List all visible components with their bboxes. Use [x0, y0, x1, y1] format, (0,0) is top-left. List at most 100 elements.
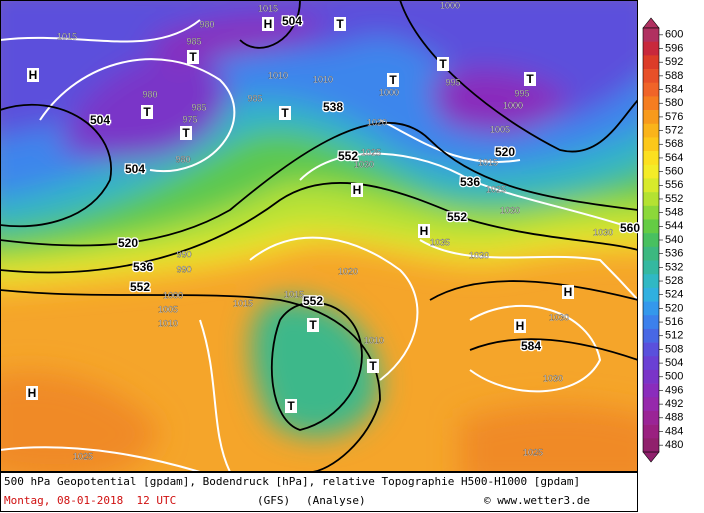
geopotential-label: 584 — [521, 339, 541, 353]
colorbar-label: 504 — [665, 357, 683, 369]
colorbar-swatch — [643, 397, 659, 412]
colorbar-label: 488 — [665, 412, 683, 424]
isobar-label: 1015 — [233, 298, 253, 308]
geopotential-label: 520 — [118, 236, 138, 250]
marker-box — [307, 318, 319, 332]
geopotential-label: 552 — [447, 210, 467, 224]
colorbar-swatch — [643, 96, 659, 111]
pressure-center: T — [389, 73, 397, 87]
footer-description: 500 hPa Geopotential [gpdam], Bodendruck… — [4, 475, 581, 488]
pressure-center: H — [353, 183, 362, 197]
colorbar-swatch — [643, 151, 659, 166]
colorbar-label: 556 — [665, 179, 683, 191]
isobar-label: 1030 — [593, 227, 613, 237]
marker-box — [26, 386, 38, 400]
isobar-label: 1015 — [478, 157, 498, 167]
colorbar-swatch — [643, 123, 659, 138]
colorbar-label: 544 — [665, 220, 683, 232]
isobar-label: 1000 — [440, 0, 460, 10]
colorbar-swatch — [643, 82, 659, 97]
isobar-label: 1030 — [549, 312, 569, 322]
isobar-label: 1010 — [364, 335, 384, 345]
isobar-label: 1000 — [163, 290, 183, 300]
colorbar-swatch — [643, 438, 659, 453]
map-frame — [0, 0, 638, 472]
isobar-label: 985 — [186, 36, 201, 46]
map-labels: 504 504 504 520 536 552 538 552 536 552 520 552 584 5… — [26, 0, 642, 462]
pressure-center: T — [526, 72, 534, 86]
marker-box — [180, 126, 192, 140]
marker-box — [514, 319, 526, 333]
isobar-label: 1005 — [490, 124, 510, 134]
colorbar-swatch — [643, 369, 659, 384]
colorbar-label: 540 — [665, 234, 683, 246]
geopotential-label: 538 — [323, 100, 343, 114]
colorbar-swatch — [643, 274, 659, 289]
footer-model: (GFS) — [257, 494, 291, 507]
colorbar-swatch — [643, 328, 659, 343]
pressure-center: T — [281, 106, 289, 120]
geopotential-label: 504 — [90, 113, 110, 127]
colorbar-swatch — [643, 164, 659, 179]
colorbar-label: 576 — [665, 111, 683, 123]
isobar-label: 980 — [142, 89, 157, 99]
footer-credit: © www.wetter3.de — [484, 494, 590, 507]
marker-box — [524, 72, 536, 86]
colorbar-swatch — [643, 192, 659, 207]
marker-box — [387, 73, 399, 87]
geopotential-label: 536 — [133, 260, 153, 274]
colorbar-label: 484 — [665, 425, 683, 437]
isobar-label: 1015 — [284, 289, 304, 299]
geopotential-label: 552 — [303, 294, 323, 308]
isobar-label: 1030 — [500, 205, 520, 215]
colorbar-swatch — [643, 356, 659, 371]
geopotential-label: 560 — [620, 221, 640, 235]
pressure-center: H — [264, 17, 273, 31]
geopotential-label: 504 — [282, 14, 302, 28]
isobars — [0, 19, 638, 472]
colorbar-label: 520 — [665, 302, 683, 314]
colorbar-swatch — [643, 424, 659, 439]
colorbar-label: 536 — [665, 248, 683, 260]
colorbar-swatch — [643, 219, 659, 234]
colorbar-label: 548 — [665, 207, 683, 219]
geopotential-lines — [0, 0, 638, 472]
isobar-label: 1005 — [158, 304, 178, 314]
map: 5045045045205365525385525365525205525845… — [0, 0, 683, 472]
colorbar-label: 564 — [665, 152, 683, 164]
pressure-center: T — [439, 57, 447, 71]
geopotential-label: 536 — [460, 175, 480, 189]
marker-box — [334, 17, 346, 31]
isobar-label: 1030 — [354, 159, 374, 169]
colorbar-swatch — [643, 287, 659, 302]
geopotential-label: 520 — [495, 145, 515, 159]
isobar-label: 1010 — [158, 318, 178, 328]
isobar-label: 980 — [175, 154, 190, 164]
marker-box — [562, 285, 574, 299]
colorbar-label: 560 — [665, 166, 683, 178]
pressure-center: T — [336, 17, 344, 31]
colorbar-swatch — [643, 41, 659, 56]
geopotential-label: 552 — [338, 149, 358, 163]
marker-box — [279, 106, 291, 120]
isobar-label: 985 — [247, 93, 262, 103]
isobar-label: 1025 — [523, 447, 543, 457]
isobar-label: 1010 — [313, 74, 333, 84]
colorbar-swatch — [643, 137, 659, 152]
colorbar-label: 508 — [665, 343, 683, 355]
colorbar-swatch — [643, 410, 659, 425]
colorbar-swatch — [643, 315, 659, 330]
footer: 500 hPa Geopotential [gpdam], Bodendruck… — [0, 472, 638, 512]
colorbar-swatch — [643, 205, 659, 220]
isobar-label: 995 — [514, 88, 529, 98]
marker-box — [141, 105, 153, 119]
colorbar-swatch — [643, 260, 659, 275]
isobar-label: 1020 — [338, 266, 358, 276]
pressure-center: T — [369, 359, 377, 373]
footer-run: (Analyse) — [306, 494, 366, 507]
isobar-label: 1015 — [57, 31, 77, 41]
colorbar-label: 592 — [665, 56, 683, 68]
colorbar-swatch — [643, 28, 659, 42]
isobar-label: 975 — [182, 114, 197, 124]
isobar-label: 995 — [445, 77, 460, 87]
